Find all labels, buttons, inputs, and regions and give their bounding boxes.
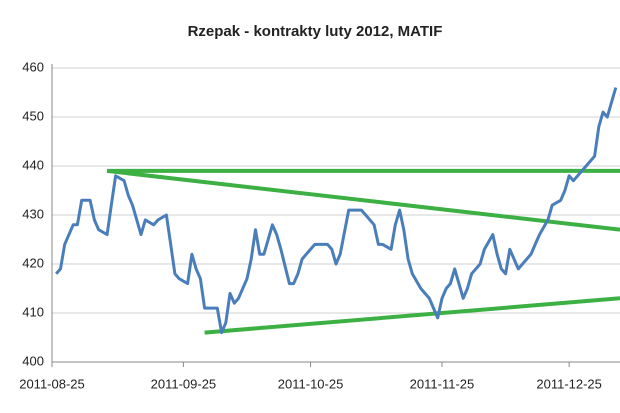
x-tick-label: 2011-11-25 <box>410 376 475 391</box>
y-tick-label: 460 <box>22 59 44 74</box>
y-tick-label: 410 <box>22 304 44 319</box>
x-tick-label: 2011-09-25 <box>151 376 217 391</box>
chart-title: Rzepak - kontrakty luty 2012, MATIF <box>188 23 443 40</box>
y-tick-label: 420 <box>22 255 44 270</box>
price-line <box>55 87 618 335</box>
y-tick-label: 440 <box>22 157 44 172</box>
y-tick-label: 400 <box>22 353 44 368</box>
trend-line <box>204 296 620 335</box>
y-tick-label: 450 <box>22 108 44 123</box>
x-tick-label: 2011-12-25 <box>536 376 602 391</box>
y-tick-label: 430 <box>22 206 44 221</box>
trend-line <box>106 168 620 232</box>
x-tick-label: 2011-08-25 <box>19 376 85 391</box>
x-tick-label: 2011-10-25 <box>278 376 344 391</box>
